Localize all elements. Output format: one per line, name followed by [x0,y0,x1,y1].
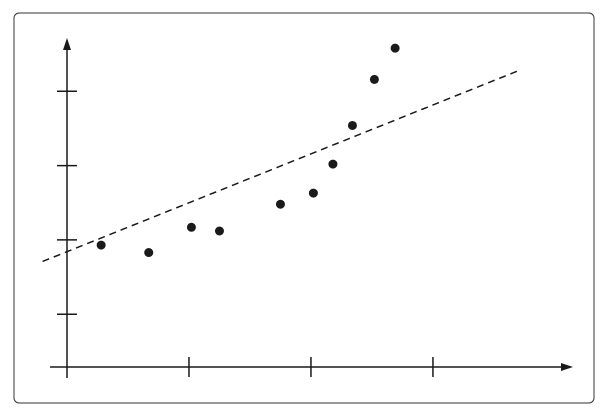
scatter-point [347,120,357,130]
x-axis-arrow [561,363,573,371]
scatter-point [390,43,400,53]
scatter-point [369,74,379,84]
y-axis-arrow [63,38,71,50]
scatter-point [308,188,318,198]
scatter-point [96,240,106,250]
frame [13,12,595,404]
trendline [42,70,518,263]
scatter-point [214,226,224,236]
scatter-point [275,199,285,209]
scatter-point [328,159,338,169]
scatter-point [144,248,154,258]
scatter-point [186,222,196,232]
